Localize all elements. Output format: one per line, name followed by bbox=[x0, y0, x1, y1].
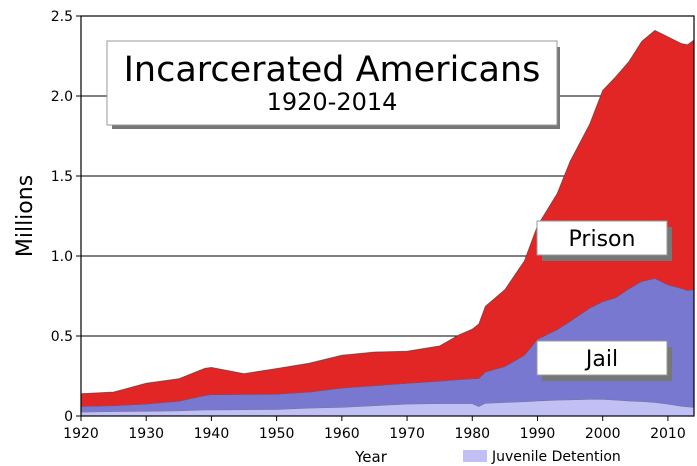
legend-label-juvenile-detention: Juvenile Detention bbox=[491, 449, 621, 465]
chart-title: Incarcerated Americans bbox=[124, 50, 541, 90]
legend-swatch-juvenile-detention bbox=[463, 450, 487, 462]
plot-frame bbox=[80, 15, 695, 417]
legend: Juvenile Detention bbox=[463, 449, 621, 465]
area-series bbox=[80, 29, 695, 416]
area-prison bbox=[81, 30, 694, 407]
area-jail bbox=[81, 278, 694, 412]
area-juvenile-detention bbox=[81, 399, 694, 416]
jail-label-box: Jail bbox=[536, 340, 672, 381]
series-line-jail bbox=[80, 277, 695, 407]
x-axis-label: Year bbox=[354, 448, 388, 466]
x-tick-label: 1930 bbox=[128, 426, 164, 442]
x-tick-label: 2010 bbox=[650, 426, 686, 442]
x-tick-label: 1990 bbox=[520, 426, 556, 442]
y-tick-label: 0.5 bbox=[51, 329, 73, 345]
series-line-prison bbox=[80, 29, 695, 394]
y-axis-label: Millions bbox=[13, 175, 38, 257]
x-tick-label: 1950 bbox=[259, 426, 295, 442]
y-tick-labels: 0 0.5 1.0 1.5 2.0 2.5 bbox=[51, 9, 81, 425]
y-tick-label: 2.0 bbox=[51, 89, 73, 105]
y-tick-label: 0 bbox=[64, 409, 73, 425]
x-tick-label: 1920 bbox=[63, 426, 99, 442]
x-tick-labels: 1920 1930 1940 1950 1960 1970 1980 1990 2000 2010 bbox=[63, 416, 686, 442]
chart-subtitle: 1920-2014 bbox=[267, 88, 398, 116]
x-tick-label: 1960 bbox=[324, 426, 360, 442]
prison-label-box: Prison bbox=[536, 220, 672, 261]
x-tick-label: 2000 bbox=[585, 426, 621, 442]
x-tick-label: 1940 bbox=[194, 426, 230, 442]
x-tick-label: 1970 bbox=[389, 426, 425, 442]
y-tick-label: 1.5 bbox=[51, 169, 73, 185]
title-box: Incarcerated Americans 1920-2014 bbox=[106, 40, 560, 129]
jail-label: Jail bbox=[584, 347, 618, 372]
y-tick-label: 2.5 bbox=[51, 9, 73, 25]
axes bbox=[80, 15, 695, 417]
prison-label: Prison bbox=[569, 227, 636, 252]
y-tick-label: 1.0 bbox=[51, 249, 73, 265]
x-tick-label: 1980 bbox=[454, 426, 490, 442]
